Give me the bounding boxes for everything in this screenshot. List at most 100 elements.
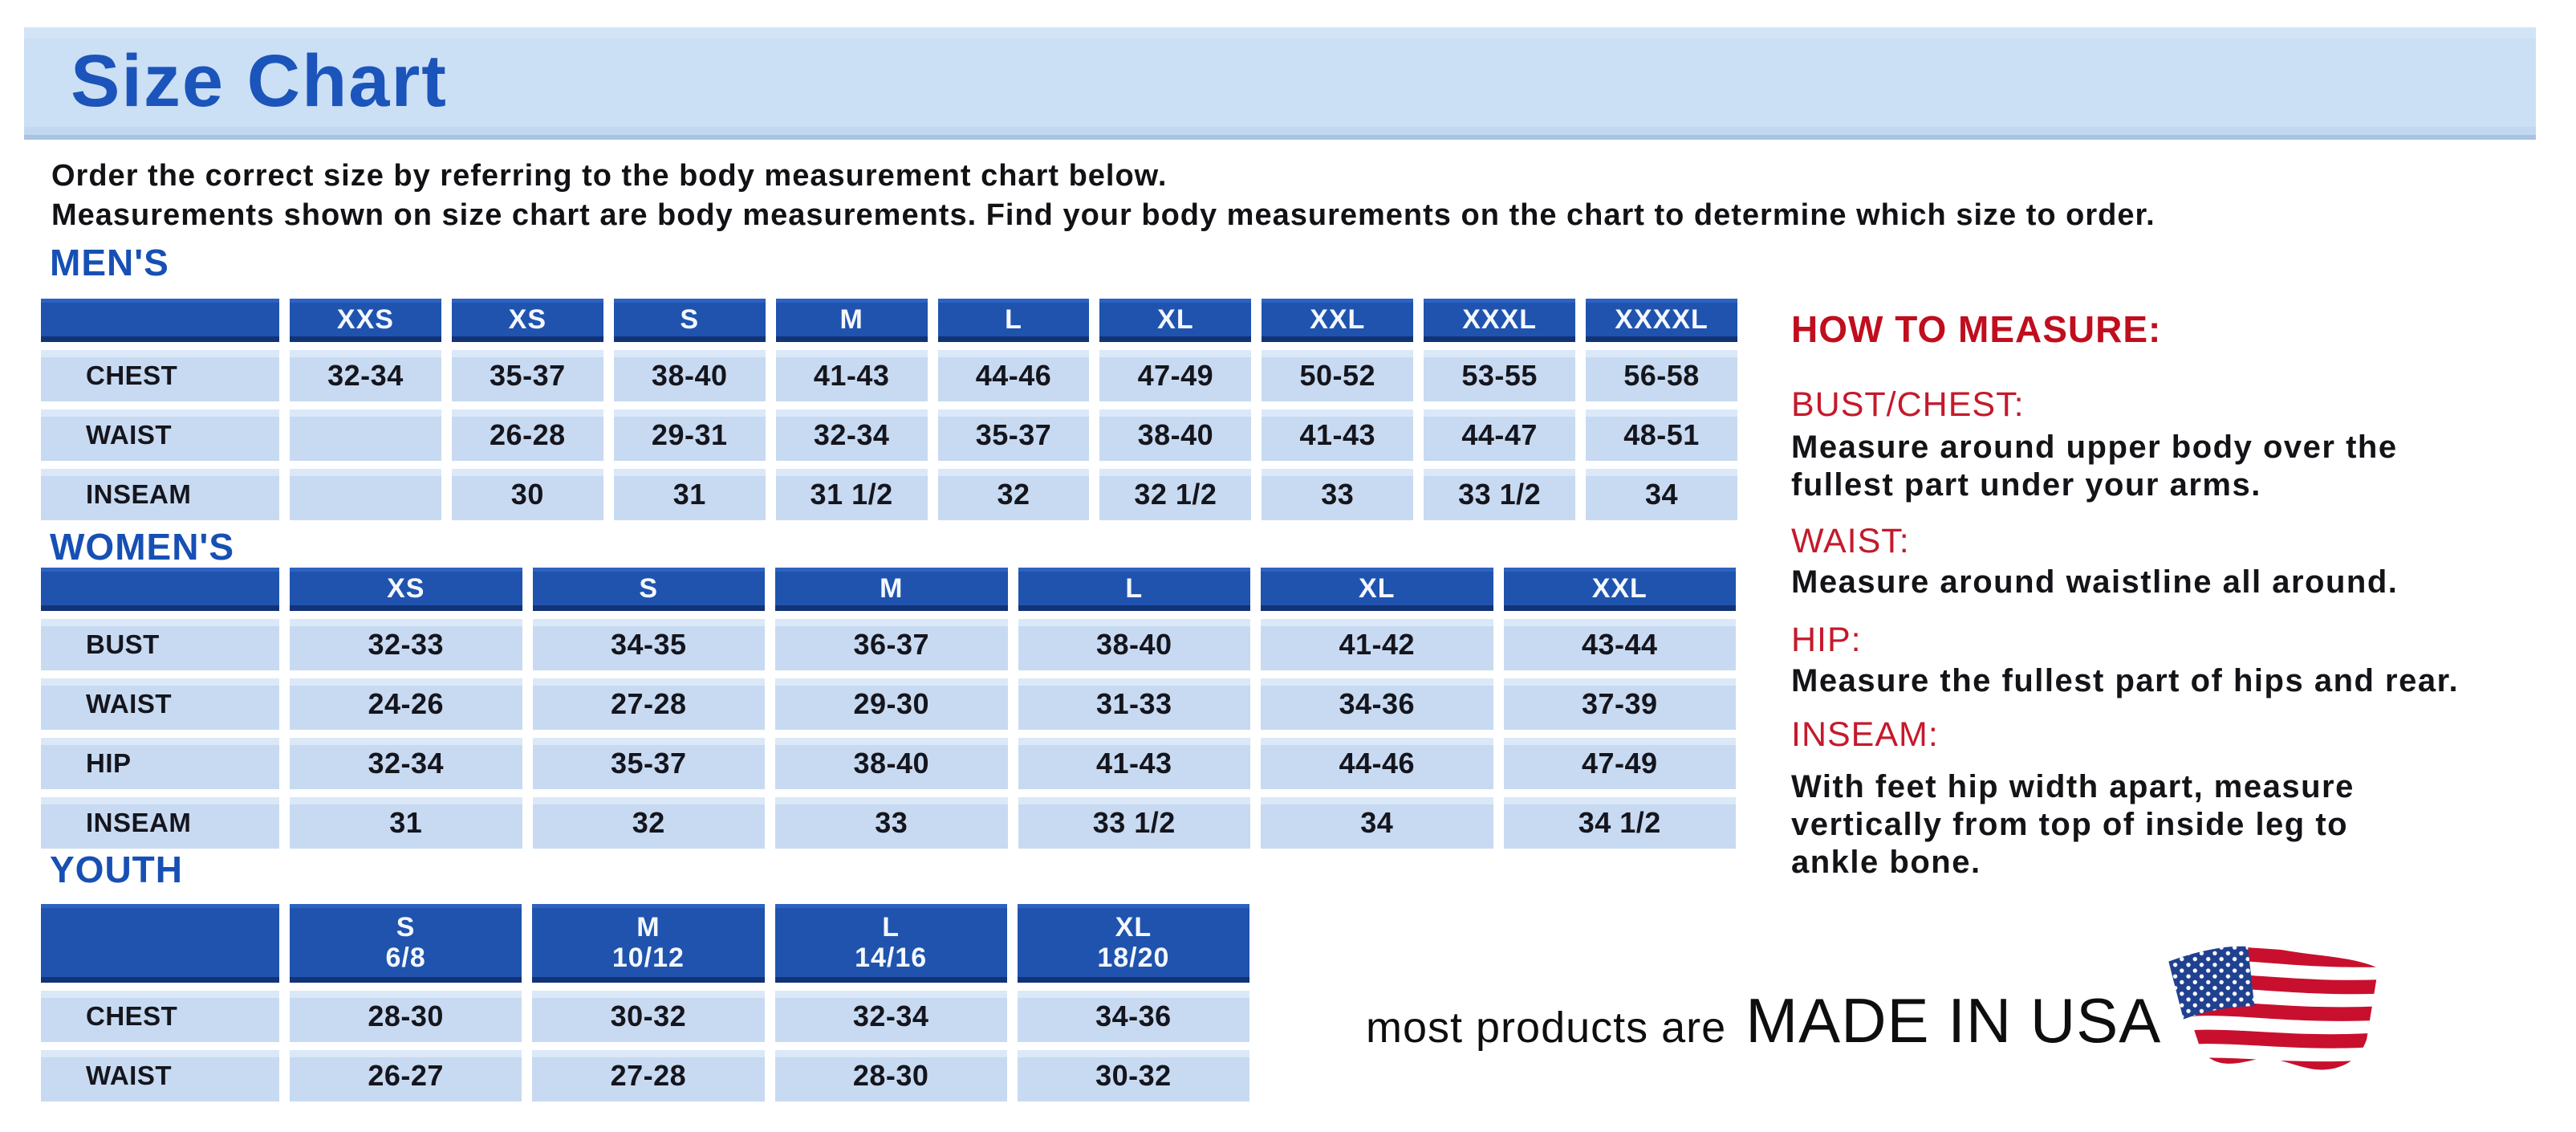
data-cell: 47-49 bbox=[1099, 350, 1252, 401]
header-cell: XXS bbox=[290, 299, 441, 342]
data-cell: 32-33 bbox=[290, 619, 522, 670]
data-cell: 32 bbox=[937, 469, 1090, 520]
data-cell: 34 bbox=[1261, 797, 1493, 849]
womens-size-table: XS S M L XL XXL BUST 32-33 34-35 36-37 38-40 41-42 4… bbox=[41, 568, 1736, 849]
data-cell: 47-49 bbox=[1503, 738, 1736, 789]
measure-label-bust-chest: BUST/CHEST: bbox=[1791, 385, 2025, 424]
data-cell: 32 1/2 bbox=[1099, 469, 1252, 520]
header-cell: L bbox=[937, 299, 1090, 342]
measure-label-hip: HIP: bbox=[1791, 621, 1862, 659]
made-in-usa-prefix: most products are bbox=[1366, 1004, 1727, 1052]
measure-label-inseam: INSEAM: bbox=[1791, 715, 1939, 754]
measure-text-waist: Measure around waistline all around. bbox=[1791, 564, 2399, 600]
data-cell: 33 1/2 bbox=[1424, 469, 1576, 520]
data-cell: 31 1/2 bbox=[775, 469, 928, 520]
data-cell: 26-28 bbox=[451, 409, 603, 461]
measure-text-hip: Measure the fullest part of hips and rea… bbox=[1791, 663, 2460, 698]
data-cell: 41-43 bbox=[775, 350, 928, 401]
data-cell: 38-40 bbox=[1099, 409, 1252, 461]
data-cell: 32 bbox=[532, 797, 765, 849]
data-cell: 41-43 bbox=[1262, 409, 1414, 461]
row-label-cell: BUST bbox=[41, 619, 279, 670]
header-cell: S 6/8 bbox=[290, 904, 522, 983]
data-cell: 34 1/2 bbox=[1503, 797, 1736, 849]
row-label-cell: WAIST bbox=[41, 409, 279, 461]
row-label-cell: INSEAM bbox=[41, 797, 279, 849]
section-heading-youth: YOUTH bbox=[50, 849, 183, 890]
section-heading-mens: MEN'S bbox=[50, 242, 169, 283]
header-cell: XL bbox=[1099, 299, 1252, 342]
data-cell: 34-36 bbox=[1017, 991, 1249, 1042]
data-cell: 41-42 bbox=[1261, 619, 1493, 670]
data-cell: 38-40 bbox=[1018, 619, 1250, 670]
measure-text-inseam: With feet hip width apart, measure verti… bbox=[1791, 769, 2355, 880]
intro-line-1: Order the correct size by referring to t… bbox=[51, 159, 1168, 193]
header-cell: M bbox=[775, 299, 928, 342]
data-cell: 41-43 bbox=[1018, 738, 1250, 789]
data-cell: 30-32 bbox=[1017, 1050, 1249, 1101]
data-cell: 34-35 bbox=[532, 619, 765, 670]
data-cell: 27-28 bbox=[532, 678, 765, 730]
data-cell: 44-47 bbox=[1424, 409, 1576, 461]
data-cell: 29-31 bbox=[613, 409, 766, 461]
header-cell: S bbox=[613, 299, 766, 342]
row-label-cell: WAIST bbox=[41, 678, 279, 730]
data-cell: 32-34 bbox=[774, 991, 1007, 1042]
row-label-cell: CHEST bbox=[41, 991, 279, 1042]
data-cell: 35-37 bbox=[532, 738, 765, 789]
data-cell: 32-34 bbox=[290, 738, 522, 789]
data-cell: 34-36 bbox=[1261, 678, 1493, 730]
data-cell: 32-34 bbox=[775, 409, 928, 461]
measure-label-waist: WAIST: bbox=[1791, 522, 1910, 560]
row-label-cell: WAIST bbox=[41, 1050, 279, 1101]
header-cell: L bbox=[1018, 568, 1250, 611]
section-heading-womens: WOMEN'S bbox=[50, 526, 235, 568]
header-cell: XS bbox=[290, 568, 522, 611]
header-cell: XXXL bbox=[1424, 299, 1576, 342]
measure-text-bust-chest: Measure around upper body over the fulle… bbox=[1791, 430, 2398, 503]
data-cell: 33 1/2 bbox=[1018, 797, 1250, 849]
data-cell: 30-32 bbox=[532, 991, 765, 1042]
data-cell: 26-27 bbox=[290, 1050, 522, 1101]
data-cell: 48-51 bbox=[1586, 409, 1737, 461]
data-cell bbox=[290, 409, 441, 461]
data-cell: 28-30 bbox=[774, 1050, 1007, 1101]
data-cell: 35-37 bbox=[937, 409, 1090, 461]
row-label-cell: INSEAM bbox=[41, 469, 279, 520]
data-cell: 38-40 bbox=[775, 738, 1008, 789]
data-cell: 44-46 bbox=[937, 350, 1090, 401]
data-cell: 53-55 bbox=[1424, 350, 1576, 401]
row-label-cell: CHEST bbox=[41, 350, 279, 401]
us-flag-icon bbox=[2159, 938, 2390, 1092]
header-cell: XXL bbox=[1262, 299, 1414, 342]
data-cell: 44-46 bbox=[1261, 738, 1493, 789]
data-cell: 37-39 bbox=[1503, 678, 1736, 730]
row-label-cell: HIP bbox=[41, 738, 279, 789]
data-cell bbox=[290, 469, 441, 520]
made-in-usa-text: MADE IN USA bbox=[1745, 985, 2162, 1056]
data-cell: 38-40 bbox=[613, 350, 766, 401]
header-cell: M 10/12 bbox=[532, 904, 765, 983]
data-cell: 34 bbox=[1586, 469, 1737, 520]
data-cell: 33 bbox=[1262, 469, 1414, 520]
header-cell: XL bbox=[1261, 568, 1493, 611]
data-cell: 50-52 bbox=[1262, 350, 1414, 401]
mens-size-table: XXS XS S M L XL XXL XXXL XXXXL CHEST 32-34 35-37 38-… bbox=[41, 299, 1737, 520]
header-cell: M bbox=[775, 568, 1008, 611]
data-cell: 32-34 bbox=[290, 350, 441, 401]
youth-size-table: S 6/8 M 10/12 L 14/16 XL 18/20 CHEST 28-30 30-… bbox=[41, 904, 1249, 1101]
intro-line-2: Measurements shown on size chart are bod… bbox=[51, 198, 2155, 232]
data-cell: 36-37 bbox=[775, 619, 1008, 670]
header-cell: XS bbox=[451, 299, 603, 342]
data-cell: 31 bbox=[290, 797, 522, 849]
data-cell: 31 bbox=[613, 469, 766, 520]
header-corner-cell bbox=[41, 568, 279, 611]
title-banner: Size Chart bbox=[24, 27, 2536, 140]
data-cell: 33 bbox=[775, 797, 1008, 849]
header-corner-cell bbox=[41, 904, 279, 983]
header-cell: S bbox=[532, 568, 765, 611]
header-cell: XXXXL bbox=[1586, 299, 1737, 342]
data-cell: 56-58 bbox=[1586, 350, 1737, 401]
data-cell: 31-33 bbox=[1018, 678, 1250, 730]
data-cell: 35-37 bbox=[451, 350, 603, 401]
